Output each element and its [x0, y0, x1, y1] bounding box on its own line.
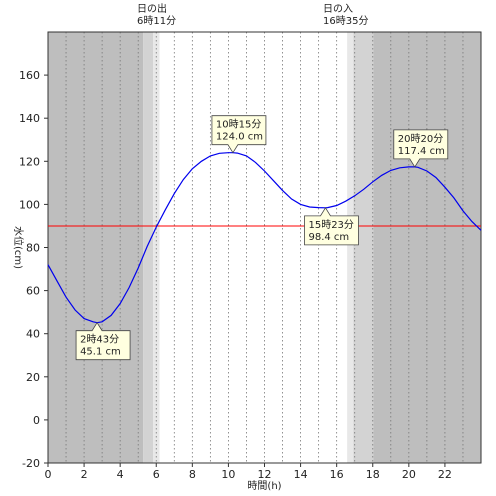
- annotation-box: [304, 207, 359, 246]
- annotation-level: 124.0 cm: [216, 132, 263, 143]
- sunset-label: 日の入: [323, 4, 353, 15]
- annotation-box: [393, 129, 449, 168]
- x-tick-label: 12: [258, 468, 272, 481]
- x-tick-label: 0: [45, 468, 52, 481]
- annotation-time: 20時20分: [398, 133, 443, 145]
- dusk-band: [347, 32, 354, 463]
- y-tick-label: 0: [33, 414, 40, 427]
- x-tick-label: 14: [294, 468, 308, 481]
- x-tick-label: 4: [117, 468, 124, 481]
- x-tick-label: 22: [438, 468, 452, 481]
- night-band: [48, 32, 144, 463]
- y-tick-label: 60: [26, 285, 40, 298]
- night-band: [373, 32, 481, 463]
- axes: -20 0 20 40 60 80 100 120 140 160 0 2 4 6 8 10 12 14 16 18 2…: [19, 69, 452, 481]
- x-tick-label: 18: [366, 468, 380, 481]
- y-tick-label: 140: [19, 112, 40, 125]
- annotation-time: 2時43分: [80, 334, 119, 346]
- y-tick-label: -20: [22, 457, 40, 470]
- dawn-band: [143, 32, 154, 463]
- annotation-time: 15時23分: [308, 219, 353, 231]
- sunset-time: 16時35分: [323, 15, 368, 27]
- sunrise-label: 日の出: [137, 2, 167, 15]
- x-tick-label: 6: [153, 468, 160, 481]
- dawn-band: [153, 32, 160, 463]
- sunrise-time: 6時11分: [137, 15, 176, 27]
- y-tick-label: 20: [26, 371, 40, 384]
- day-band: [159, 32, 348, 463]
- x-axis-title: 時間(h): [247, 480, 281, 492]
- x-tick-label: 20: [402, 468, 416, 481]
- day-night-bands: [48, 32, 481, 463]
- annotation-level: 45.1 cm: [80, 347, 121, 358]
- y-tick-label: 100: [19, 198, 40, 211]
- x-tick-label: 8: [189, 468, 196, 481]
- x-tick-label: 10: [221, 468, 235, 481]
- annotation-time: 10時15分: [216, 119, 261, 131]
- x-tick-label: 2: [81, 468, 88, 481]
- y-tick-label: 120: [19, 155, 40, 168]
- annotation-box: [75, 321, 131, 361]
- dusk-band: [353, 32, 374, 463]
- y-tick-label: 40: [26, 328, 40, 341]
- annotation-level: 98.4 cm: [308, 232, 349, 243]
- annotation-level: 117.4 cm: [398, 146, 445, 157]
- tide-level-line: [47, 152, 482, 324]
- y-tick-label: 160: [19, 69, 40, 82]
- y-tick-label: 80: [26, 242, 40, 255]
- y-axis-title: 水位(cm): [12, 226, 25, 269]
- annotation-box: [211, 115, 267, 154]
- x-tick-label: 16: [330, 468, 344, 481]
